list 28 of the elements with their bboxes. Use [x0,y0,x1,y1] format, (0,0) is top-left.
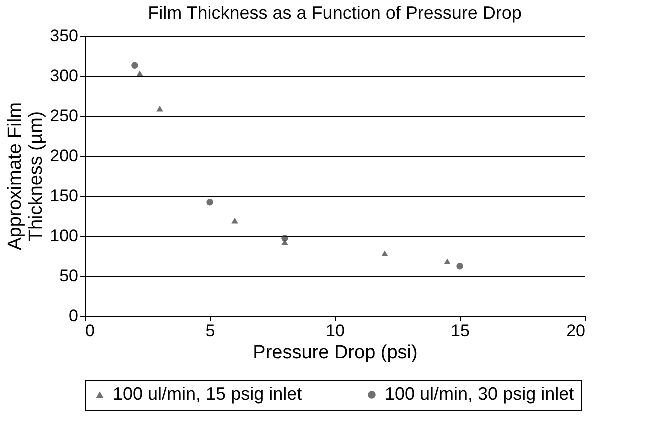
x-tick-label: 5 [206,322,216,340]
point [206,199,214,206]
chart-title: Film Thickness as a Function of Pressure Drop [148,3,522,23]
legend-label: 100 ul/min, 30 psig inlet [385,384,574,404]
y-tick-label: 250 [50,106,78,126]
y-tick-label: 300 [50,66,78,86]
point [382,250,388,257]
y-tick-label: 100 [50,226,78,246]
y-tick-label: 50 [60,266,78,286]
x-tick-label: 20 [566,322,586,340]
point [132,62,138,69]
point [444,258,451,265]
x-tick-label: 10 [326,322,345,340]
y-tick-label: 0 [69,306,78,326]
point [282,239,288,246]
x-tick-label: 15 [451,322,470,340]
y-tick-label: 350 [50,26,78,46]
point [232,218,238,224]
y-tick-label: 200 [50,146,78,166]
point [136,70,144,77]
point [282,235,288,242]
x-tick-label: 0 [86,322,95,340]
y-tick-label: 150 [50,186,78,206]
y-axis-title: Approximate Film Thickness (µm) [5,102,48,250]
legend-label: 100 ul/min, 15 psig inlet [113,384,302,404]
x-axis-title: Pressure Drop (psi) [253,342,418,364]
point [456,263,464,270]
point [156,106,164,112]
